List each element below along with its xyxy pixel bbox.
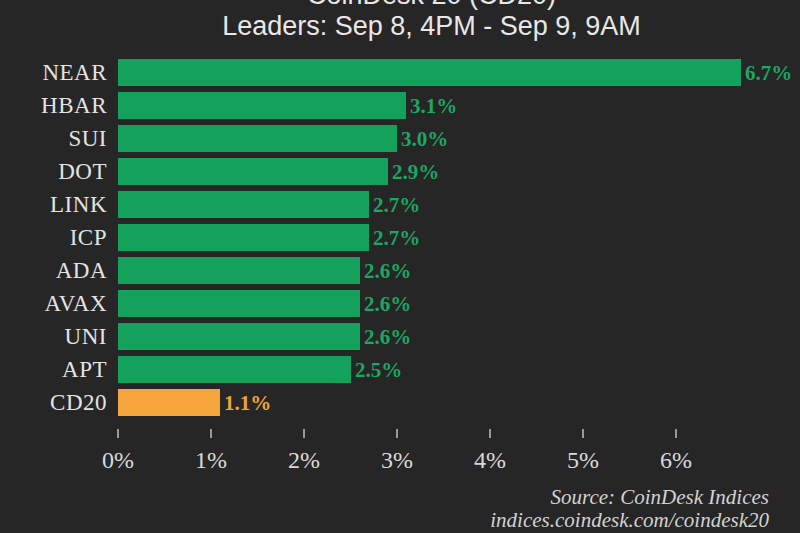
x-axis-tick [675, 429, 677, 438]
bar [118, 224, 369, 251]
value-label: 2.6% [364, 292, 411, 316]
x-axis-tick-label: 5% [543, 447, 623, 474]
bar-row-uni: UNI 2.6% [0, 323, 800, 350]
x-axis-tick-label: 1% [171, 447, 251, 474]
value-label: 2.5% [355, 358, 402, 382]
category-label: NEAR [0, 59, 107, 86]
bar [118, 92, 406, 119]
category-label: ICP [0, 224, 107, 251]
value-label: 2.7% [373, 226, 420, 250]
value-label: 3.0% [401, 127, 448, 151]
bar [118, 158, 388, 185]
category-label: AVAX [0, 290, 107, 317]
coindesk20-leaders-chart: CoinDesk 20 (CD20) Leaders: Sep 8, 4PM -… [0, 0, 800, 533]
source-line2: indices.coindesk.com/coindesk20 [490, 509, 769, 532]
bar-row-near: NEAR 6.7% [0, 59, 800, 86]
bar [118, 59, 741, 86]
x-axis-tick [117, 429, 119, 438]
x-axis-tick-label: 4% [450, 447, 530, 474]
value-label: 1.1% [224, 391, 271, 415]
x-axis-tick [396, 429, 398, 438]
bar-row-sui: SUI 3.0% [0, 125, 800, 152]
value-label: 3.1% [410, 94, 457, 118]
category-label: DOT [0, 158, 107, 185]
bar-row-avax: AVAX 2.6% [0, 290, 800, 317]
bar [118, 389, 220, 416]
source-credit: Source: CoinDesk Indices indices.coindes… [490, 486, 769, 532]
bar [118, 323, 360, 350]
bar [118, 191, 369, 218]
bar-row-ada: ADA 2.6% [0, 257, 800, 284]
x-axis-tick [210, 429, 212, 438]
bar-row-link: LINK 2.7% [0, 191, 800, 218]
bar [118, 290, 360, 317]
x-axis-tick [489, 429, 491, 438]
x-axis-tick [303, 429, 305, 438]
bar-row-cd20: CD20 1.1% [0, 389, 800, 416]
x-axis-tick-label: 6% [636, 447, 716, 474]
bar-row-icp: ICP 2.7% [0, 224, 800, 251]
bar [118, 356, 351, 383]
category-label: LINK [0, 191, 107, 218]
x-axis-tick-label: 3% [357, 447, 437, 474]
source-line1: Source: CoinDesk Indices [490, 486, 769, 509]
category-label: SUI [0, 125, 107, 152]
value-label: 2.6% [364, 325, 411, 349]
plot-area: NEAR6.7%HBAR3.1%SUI3.0%DOT2.9%LINK2.7%IC… [0, 0, 800, 533]
category-label: HBAR [0, 92, 107, 119]
category-label: CD20 [0, 389, 107, 416]
bar [118, 125, 397, 152]
bar-row-dot: DOT 2.9% [0, 158, 800, 185]
bar-row-hbar: HBAR 3.1% [0, 92, 800, 119]
bar-row-apt: APT 2.5% [0, 356, 800, 383]
value-label: 2.9% [392, 160, 439, 184]
value-label: 6.7% [745, 61, 792, 85]
x-axis-tick-label: 0% [78, 447, 158, 474]
category-label: APT [0, 356, 107, 383]
bar [118, 257, 360, 284]
value-label: 2.6% [364, 259, 411, 283]
category-label: ADA [0, 257, 107, 284]
x-axis-tick-label: 2% [264, 447, 344, 474]
category-label: UNI [0, 323, 107, 350]
value-label: 2.7% [373, 193, 420, 217]
x-axis-tick [582, 429, 584, 438]
